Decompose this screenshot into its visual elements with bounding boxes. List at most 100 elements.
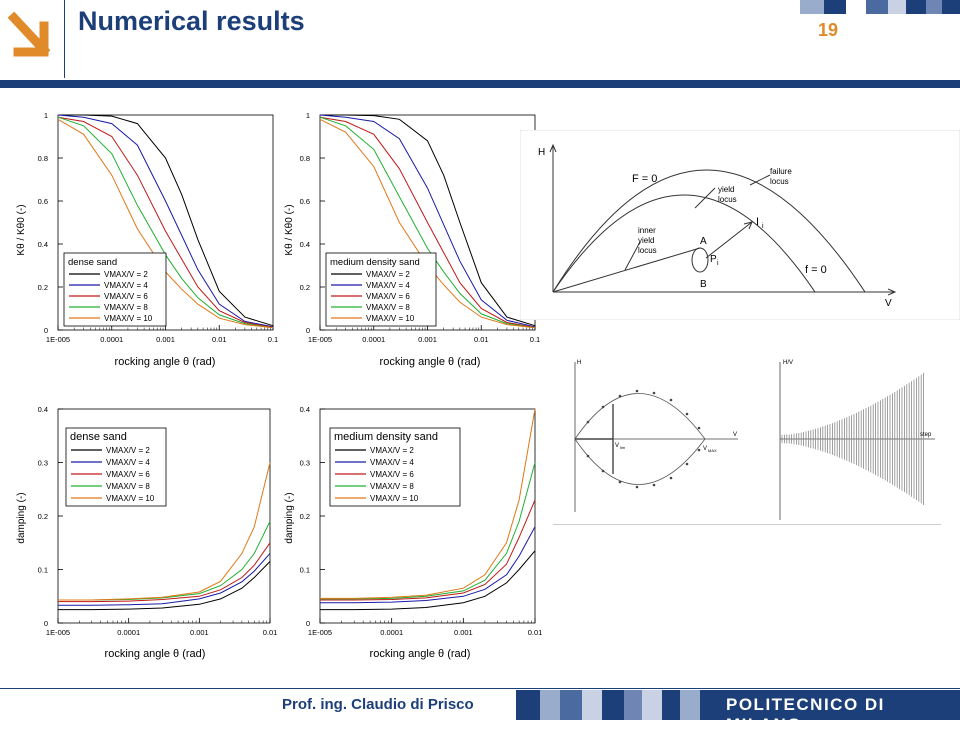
- legend-entry: VMAX/V = 2: [366, 270, 410, 279]
- series-line: [57, 118, 274, 329]
- y-tick-label: 0.6: [300, 197, 310, 206]
- chart-stiffness-medium: 1E-005 0.0001 0.001 0.01 0.1 0 0.2 0.4 0.6 0.8 1 K…: [284, 111, 540, 368]
- x-tick-label: 1E-005: [308, 335, 332, 344]
- y-tick-label: 1: [306, 111, 310, 120]
- x-tick-label: 0.001: [190, 628, 209, 637]
- label-inner: inner: [638, 226, 656, 235]
- y-tick-label: 0.1: [300, 566, 310, 575]
- legend-entry: VMAX/V = 2: [370, 446, 414, 455]
- header-decorative-blocks: [800, 0, 960, 14]
- legend-title: dense sand: [70, 431, 127, 443]
- failure-locus: [552, 169, 866, 293]
- legend-box: [63, 252, 167, 327]
- footer-author: Prof. ing. Claudio di Prisco: [282, 696, 474, 713]
- y-tick-label: 0.4: [300, 240, 310, 249]
- y-tick-label: 0.8: [38, 154, 48, 163]
- x-tick-label: 0.01: [474, 335, 489, 344]
- axis-h-label: H: [538, 147, 545, 158]
- legend-title: medium density sand: [330, 257, 420, 268]
- label-inner-yield: yield: [638, 236, 654, 245]
- series-line: [57, 116, 274, 329]
- label-yield-locus: locus: [718, 195, 737, 204]
- x-tick-label: 0.001: [156, 335, 175, 344]
- legend-entry: VMAX/V = 2: [106, 446, 150, 455]
- y-tick-label: 0.4: [38, 405, 48, 414]
- legend-entry: VMAX/V = 8: [366, 303, 410, 312]
- label-vlim: V: [615, 443, 619, 449]
- y-tick-label: 0.2: [300, 512, 310, 521]
- y-axis-label: Kθ / Kθ0 (-): [16, 204, 27, 255]
- header-divider: [64, 0, 65, 78]
- footer-brand-bar: [700, 690, 960, 720]
- y-tick-label: 1: [44, 111, 48, 120]
- y-tick-label: 0.4: [38, 240, 48, 249]
- x-tick-label: 0.001: [454, 628, 473, 637]
- legend-entry: VMAX/V = 4: [370, 458, 414, 467]
- series-line: [320, 408, 536, 599]
- label-i-sub: i: [762, 223, 764, 230]
- yield-locus: [552, 194, 816, 293]
- legend-entry: VMAX/V = 6: [370, 470, 414, 479]
- inner-yield-locus: [552, 247, 701, 293]
- diagram-loading-path: H V V lim V MAX: [574, 360, 738, 512]
- series-line: [58, 462, 271, 601]
- x-axis-label: rocking angle θ (rad): [380, 356, 481, 368]
- legend-box: [325, 252, 437, 327]
- x-tick-label: 0.01: [528, 628, 543, 637]
- series-line: [58, 542, 271, 603]
- x-axis-label: rocking angle θ (rad): [370, 648, 471, 660]
- label-i: I: [756, 216, 759, 228]
- legend-entry: VMAX/V = 8: [370, 482, 414, 491]
- label-failure: failure: [770, 167, 792, 176]
- label-p: P: [710, 254, 717, 265]
- politecnico-arrow-logo: [7, 11, 51, 57]
- legend-entry: VMAX/V = 2: [104, 270, 148, 279]
- label-p-sub: i: [717, 260, 719, 267]
- x-tick-label: 0.0001: [117, 628, 140, 637]
- series-line: [58, 114, 274, 327]
- legend-entry: VMAX/V = 6: [104, 292, 148, 301]
- y-tick-label: 0.2: [38, 283, 48, 292]
- legend-entry: VMAX/V = 6: [106, 470, 150, 479]
- legend-entry: VMAX/V = 10: [104, 314, 153, 323]
- logo: [0, 0, 64, 78]
- x-tick-label: 1E-005: [46, 335, 70, 344]
- series-line: [320, 462, 536, 600]
- label-vlim-sub: lim: [620, 445, 626, 450]
- y-tick-label: 0.2: [300, 283, 310, 292]
- header-band: [0, 80, 960, 88]
- label-a: A: [700, 236, 707, 247]
- label-vmax: V: [703, 446, 707, 452]
- legend-entry: VMAX/V = 4: [104, 281, 148, 290]
- label-f-zero-bottom: f = 0: [805, 264, 827, 276]
- y-axis-label: Kθ / Kθ0 (-): [284, 204, 295, 255]
- legend-title: dense sand: [68, 257, 117, 268]
- axis-hv-label: H/V: [783, 360, 793, 366]
- y-tick-label: 0: [44, 619, 48, 628]
- x-tick-label: 0.01: [212, 335, 227, 344]
- legend-entry: VMAX/V = 4: [366, 281, 410, 290]
- axis-h-label: H: [577, 360, 581, 366]
- x-tick-label: 1E-005: [308, 628, 332, 637]
- x-tick-label: 0.1: [268, 335, 278, 344]
- legend-entry: VMAX/V = 10: [366, 314, 415, 323]
- legend-entry: VMAX/V = 10: [106, 494, 155, 503]
- axis-v-label: V: [733, 432, 737, 438]
- chart-damping-medium: 1E-005 0.0001 0.001 0.01 0 0.1 0.2 0.3 0.4 dampi…: [284, 405, 543, 660]
- series-line: [320, 114, 536, 327]
- legend-box: [329, 427, 461, 507]
- legend-box: [65, 427, 167, 507]
- y-tick-label: 0.1: [38, 566, 48, 575]
- x-axis-label: rocking angle θ (rad): [115, 356, 216, 368]
- x-tick-label: 0.0001: [380, 628, 403, 637]
- label-inner-locus: locus: [638, 246, 657, 255]
- series-line: [320, 499, 536, 601]
- y-tick-label: 0: [306, 619, 310, 628]
- label-failure-locus: locus: [770, 177, 789, 186]
- label-b: B: [700, 279, 707, 290]
- load-increment-arrow: [705, 221, 753, 259]
- series-line: [57, 116, 274, 328]
- axis-v-label: V: [885, 298, 892, 309]
- legend-entry: VMAX/V = 6: [366, 292, 410, 301]
- series-line: [320, 550, 536, 611]
